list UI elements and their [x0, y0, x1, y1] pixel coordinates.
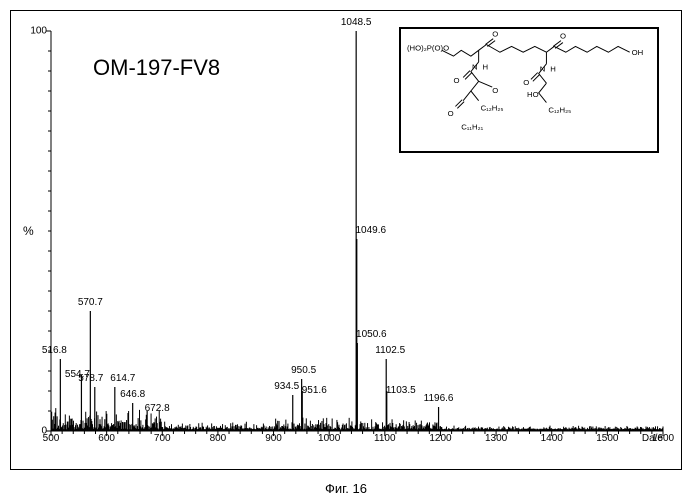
- x-tick-label: 900: [265, 431, 282, 444]
- label-o-6: O: [448, 109, 454, 118]
- peak-label: 578.7: [78, 373, 103, 384]
- x-tick-label: 1000: [318, 431, 340, 444]
- figure-caption: Фиг. 16: [325, 481, 367, 496]
- label-o-1: O: [492, 30, 498, 39]
- peak-label: 951.6: [302, 385, 327, 396]
- x-tick-label: 1100: [374, 431, 396, 444]
- peak-label: 950.5: [291, 365, 316, 376]
- label-c12b: C₁₂H₂₅: [548, 105, 571, 114]
- label-o-4: O: [523, 78, 529, 87]
- label-o-2: O: [560, 32, 566, 41]
- label-o-3: O: [453, 76, 459, 85]
- label-c12a: C₁₂H₂₅: [481, 103, 504, 112]
- y-tick-label: 100: [30, 26, 51, 37]
- peak-label: 614.7: [110, 373, 135, 384]
- structure-inset: (HO)₂P(O)O O O OH N H N H O O O HO C₁₂H₂…: [399, 27, 659, 153]
- x-tick-label: 800: [210, 431, 227, 444]
- x-tick-label: 1300: [485, 431, 507, 444]
- peak-label: 1196.6: [424, 393, 454, 404]
- peak-label: 1048.5: [341, 17, 372, 28]
- label-oh-end: OH: [632, 48, 644, 57]
- x-tick-label: 1200: [429, 431, 451, 444]
- x-tick-label: 600: [98, 431, 115, 444]
- y-tick-group: [46, 31, 51, 431]
- peak-label: 672.8: [145, 403, 170, 414]
- x-tick-label: 1500: [596, 431, 618, 444]
- peak-label: 1049.6: [355, 225, 386, 236]
- x-tick-group: [51, 431, 663, 436]
- x-tick-label: 700: [154, 431, 171, 444]
- x-tick-label: 500: [43, 431, 60, 444]
- outer-frame: 0100 50060070080090010001100120013001400…: [10, 10, 682, 470]
- y-axis-unit: %: [23, 224, 34, 238]
- chart-title: OM-197-FV8: [93, 55, 220, 81]
- label-ho: HO: [527, 90, 539, 99]
- label-h-1: H: [483, 63, 489, 72]
- peak-label: 570.7: [78, 297, 103, 308]
- label-h-2: H: [550, 65, 556, 74]
- peak-label: 1102.5: [375, 345, 405, 356]
- peak-label: 516.8: [42, 345, 67, 356]
- chemical-structure: (HO)₂P(O)O O O OH N H N H O O O HO C₁₂H₂…: [401, 29, 657, 151]
- peak-label: 646.8: [120, 389, 145, 400]
- label-nh-2: N: [540, 65, 546, 74]
- label-c11: C₁₁H₂₁: [461, 123, 483, 132]
- label-phosphate: (HO)₂P(O)O: [407, 43, 449, 52]
- peak-label: 1050.6: [356, 329, 387, 340]
- label-nh-1: N: [472, 63, 478, 72]
- x-tick-label: 1400: [541, 431, 563, 444]
- x-axis-unit: Da/e: [642, 431, 663, 444]
- peak-label: 934.5: [274, 381, 299, 392]
- label-o-5: O: [492, 86, 498, 95]
- peak-label: 1103.5: [386, 385, 416, 396]
